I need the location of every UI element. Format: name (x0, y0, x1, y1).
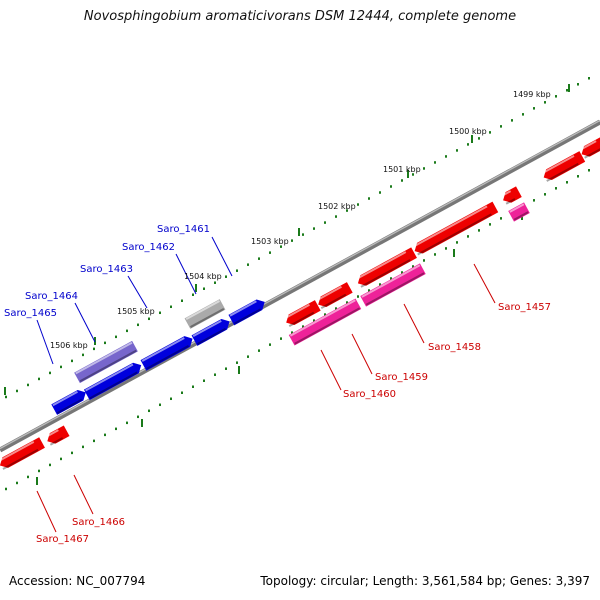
kbp-label: 1503 kbp (251, 237, 289, 246)
gene-saro-1465b (83, 362, 142, 401)
kbp-label: 1505 kbp (117, 307, 155, 316)
gene-saro-1459b (316, 282, 353, 309)
gene-saro-1457 (412, 201, 499, 256)
gene-saro-1464 (74, 340, 138, 384)
gene-saro-1460 (288, 298, 362, 346)
gene-saro-1465 (51, 389, 86, 415)
gene-saro-1457b (501, 186, 522, 205)
gene-saro-1456 (541, 151, 586, 182)
accession-text: Accession: NC_007794 (9, 574, 146, 588)
gene-saro-1466 (45, 425, 70, 446)
label-leader (36, 319, 54, 365)
gene-label-top: Saro_1462 (122, 242, 175, 253)
map-title: Novosphingobium aromaticivorans DSM 1244… (83, 9, 517, 24)
gene-label-bottom: Saro_1467 (36, 534, 89, 545)
gene-saro-1462 (191, 319, 230, 346)
gene-label-bottom: Saro_1457 (498, 302, 551, 313)
label-leader (403, 303, 425, 344)
gene-label-bottom: Saro_1458 (428, 342, 481, 353)
gene-label-top: Saro_1461 (157, 224, 210, 235)
gene-saro-1458b (356, 247, 417, 288)
label-leader (127, 275, 148, 309)
kbp-label: 1501 kbp (383, 165, 421, 174)
gene-saro-1462b (184, 299, 226, 329)
kbp-label: 1502 kbp (318, 202, 356, 211)
gene-label-top: Saro_1465 (4, 308, 57, 319)
gene-label-bottom: Saro_1459 (375, 372, 428, 383)
genome-backbone (0, 119, 600, 453)
kbp-label: 1506 kbp (50, 341, 88, 350)
gene-label-top: Saro_1463 (80, 264, 133, 275)
label-leader (74, 302, 96, 343)
label-leader (351, 333, 373, 375)
gene-saro-1459 (360, 263, 426, 307)
label-leader (211, 236, 233, 277)
label-leader (473, 263, 496, 304)
gene-saro-1455 (579, 136, 600, 159)
label-leader (36, 490, 57, 533)
topology-text: Topology: circular; Length: 3,561,584 bp… (260, 574, 590, 588)
gene-saro-1460b (284, 300, 321, 327)
gene-saro-1467 (0, 437, 45, 470)
label-leader (320, 349, 342, 391)
label-leader (73, 474, 94, 515)
gene-saro-1461 (228, 299, 265, 326)
label-leader (175, 253, 197, 295)
gene-label-bottom: Saro_1466 (72, 517, 125, 528)
gene-label-top: Saro_1464 (25, 291, 78, 302)
gene-label-bottom: Saro_1460 (343, 389, 396, 400)
gene-saro-1463 (140, 336, 193, 371)
scale-ticks (4, 77, 590, 491)
kbp-label: 1499 kbp (513, 90, 551, 99)
kbp-label: 1500 kbp (449, 127, 487, 136)
kbp-label: 1504 kbp (184, 272, 222, 281)
gene-saro-1458 (508, 202, 530, 222)
